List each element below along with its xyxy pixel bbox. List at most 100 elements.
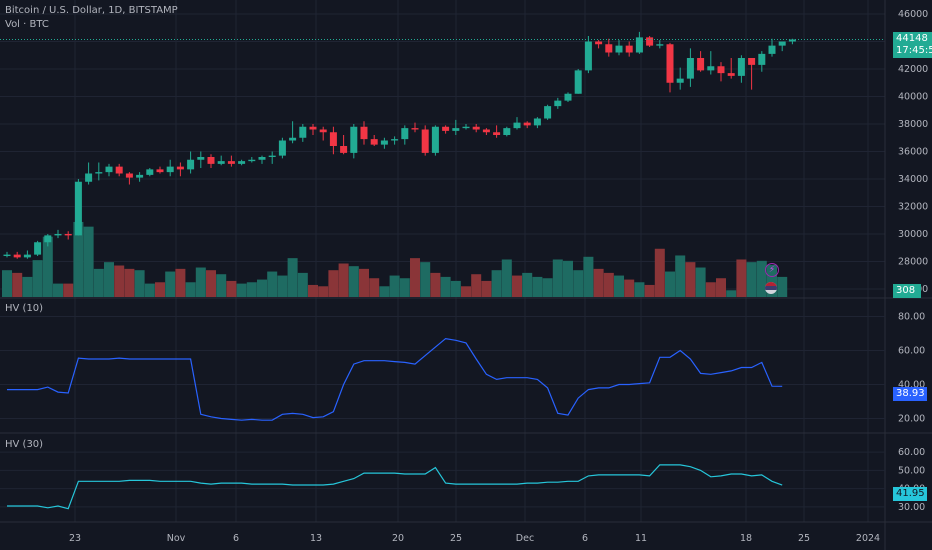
volume-bar <box>236 283 247 297</box>
candle-body <box>778 41 786 46</box>
volume-bar <box>481 280 492 297</box>
volume-bar <box>593 268 604 297</box>
candle-body <box>309 126 317 130</box>
price-tick-label: 36000 <box>898 147 928 158</box>
volume-bar <box>420 262 431 297</box>
candle-body <box>727 73 735 76</box>
price-tick-label: 32000 <box>898 202 928 213</box>
volume-bar <box>73 221 84 297</box>
time-tick-label: 23 <box>69 533 81 544</box>
candle-body <box>105 166 113 173</box>
volume-bar <box>104 262 114 297</box>
candle-body <box>258 157 266 160</box>
candle-body <box>656 44 664 46</box>
volume-bar <box>22 276 33 297</box>
hv10-legend: HV (10) <box>5 303 44 314</box>
volume-bar <box>552 259 563 297</box>
candle-body <box>187 159 195 170</box>
volume-bar <box>338 263 349 297</box>
volume-bar <box>563 260 573 297</box>
lightning-icon[interactable]: ⚡ <box>765 263 779 277</box>
volume-bar <box>512 275 522 297</box>
candle-body <box>95 172 103 174</box>
volume-bar <box>471 274 482 297</box>
candle-body <box>686 58 694 79</box>
time-tick-label: 20 <box>392 533 404 544</box>
candle-body <box>615 45 623 53</box>
hv30-legend: HV (30) <box>5 439 44 450</box>
volume-bar <box>12 272 23 297</box>
volume-bar <box>675 255 686 297</box>
hv10-line <box>7 337 783 421</box>
hv10-tick-label: 40.00 <box>898 380 925 391</box>
volume-bar <box>756 260 767 297</box>
candle-body <box>707 66 715 71</box>
candle-body <box>197 157 205 160</box>
volume-bar <box>32 260 43 297</box>
candle-body <box>64 234 72 236</box>
candle-body <box>380 140 388 145</box>
candle-body <box>289 137 297 141</box>
volume-bar <box>83 226 94 297</box>
time-tick-label: 2024 <box>856 533 880 544</box>
volume-bar <box>624 279 635 297</box>
price-tick-label: 30000 <box>898 229 928 240</box>
candle-body <box>207 157 215 164</box>
candle-body <box>136 174 144 178</box>
volume-bar <box>257 279 267 297</box>
candle-body <box>227 161 235 164</box>
time-tick-label: Nov <box>167 533 186 544</box>
candle-body <box>431 126 439 153</box>
candle-body <box>605 44 613 53</box>
candle-body <box>462 126 470 129</box>
volume-bar <box>287 258 298 297</box>
candle-body <box>717 66 725 74</box>
candle-body <box>34 242 42 255</box>
candle-body <box>564 93 572 101</box>
volume-bar <box>705 282 716 297</box>
candle-body <box>574 70 582 94</box>
price-tick-label: 46000 <box>898 9 928 20</box>
candle-body <box>523 122 531 126</box>
volume-bar <box>297 272 308 297</box>
volume-bar <box>165 271 176 297</box>
hv30-badge: 41.95 <box>893 487 927 501</box>
candle-body <box>595 41 603 45</box>
price-tick-label: 40000 <box>898 92 928 103</box>
volume-bar <box>328 270 339 297</box>
volume-bar <box>644 284 655 297</box>
candle-body <box>13 254 21 258</box>
candle-body <box>401 128 409 140</box>
volume-bar <box>134 270 145 297</box>
volume-bar <box>716 278 726 297</box>
candle-body <box>513 122 521 129</box>
volume-bar <box>155 282 165 297</box>
volume-bar <box>359 268 369 297</box>
volume-legend: Vol · BTC <box>5 19 49 30</box>
time-tick-label: 6 <box>582 533 588 544</box>
candle-body <box>533 118 541 126</box>
time-tick-label: 25 <box>450 533 462 544</box>
volume-bar <box>379 286 390 297</box>
volume-bar <box>440 276 451 297</box>
candle-body <box>248 159 256 162</box>
price-tick-label: 34000 <box>898 174 928 185</box>
candle-body <box>625 45 633 53</box>
volume-bar <box>175 268 186 297</box>
hv10-tick-label: 60.00 <box>898 346 925 357</box>
candle-body <box>635 37 643 53</box>
volume-bar <box>583 256 594 297</box>
volume-bar <box>63 283 74 297</box>
bar-countdown: 17:45:57 <box>896 45 932 56</box>
time-tick-label: 25 <box>798 533 810 544</box>
volume-bar <box>185 282 196 297</box>
volume-bar <box>369 278 380 297</box>
candle-body <box>758 53 766 65</box>
hv30-tick-label: 60.00 <box>898 447 925 458</box>
candle-body <box>268 155 276 157</box>
candle-body <box>554 100 562 107</box>
candle-body <box>217 161 225 164</box>
volume-bar <box>573 270 584 297</box>
us-flag-icon[interactable] <box>765 282 777 294</box>
